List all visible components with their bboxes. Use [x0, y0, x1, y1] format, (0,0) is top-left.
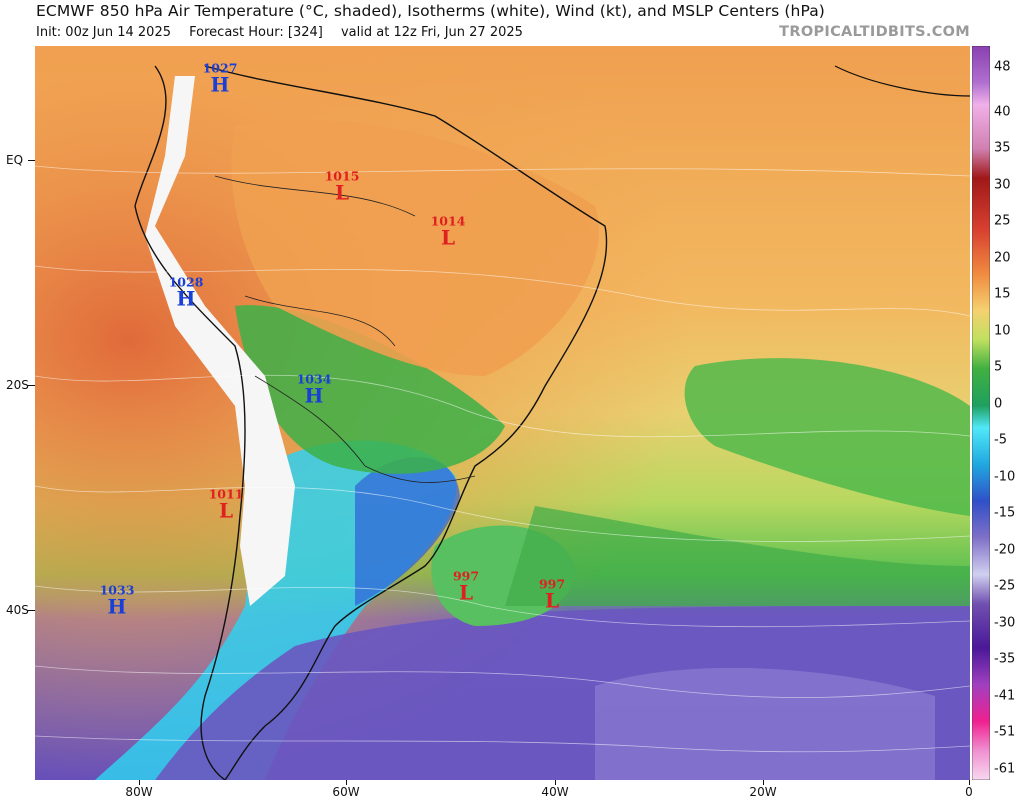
x-tick [969, 780, 970, 785]
colorbar-label: -41 [994, 688, 1016, 704]
colorbar-label: 10 [994, 323, 1011, 339]
header: ECMWF 850 hPa Air Temperature (°C, shade… [0, 0, 1024, 46]
colorbar-label: 0 [994, 396, 1003, 412]
colorbar-label: -15 [994, 505, 1016, 521]
colorbar [972, 46, 990, 780]
colorbar-label: 40 [994, 104, 1011, 120]
colorbar-label: -35 [994, 651, 1016, 667]
colorbar-label: -25 [994, 578, 1016, 594]
x-axis-label-0: 0 [965, 785, 973, 799]
map-title: ECMWF 850 hPa Air Temperature (°C, shade… [36, 2, 825, 20]
x-tick [139, 780, 140, 785]
x-axis-label-60w: 60W [332, 785, 360, 799]
colorbar-label: -61 [994, 761, 1016, 777]
colorbar-label: 35 [994, 140, 1011, 156]
init-time: Init: 00z Jun 14 2025 [36, 25, 171, 40]
pressure-center-low: 997 L [538, 576, 566, 613]
y-tick [28, 160, 35, 161]
pressure-center-high: 1033 H [99, 582, 135, 619]
colorbar-label: -30 [994, 615, 1016, 631]
colorbar-label: 48 [994, 59, 1011, 75]
map-canvas [35, 46, 970, 780]
x-tick [555, 780, 556, 785]
colorbar-label: -10 [994, 469, 1016, 485]
pressure-center-low: 1011 L [208, 486, 244, 523]
x-tick [346, 780, 347, 785]
valid-time: valid at 12z Fri, Jun 27 2025 [340, 25, 523, 40]
brand-watermark: TROPICALTIDBITS.COM [779, 24, 970, 40]
pressure-center-high: 1027 H [202, 60, 238, 97]
colorbar-label: -51 [994, 724, 1016, 740]
colorbar-label: -20 [994, 542, 1016, 558]
colorbar-label: 5 [994, 359, 1003, 375]
colorbar-label: -5 [994, 432, 1007, 448]
x-axis-label-20w: 20W [749, 785, 777, 799]
colorbar-label: 15 [994, 286, 1011, 302]
colorbar-label: 30 [994, 177, 1011, 193]
pressure-center-high: 1028 H [168, 274, 204, 311]
y-axis-label-40s: 40S [6, 603, 29, 617]
pressure-center-low: 997 L [452, 568, 480, 605]
map-subtitle: Init: 00z Jun 14 2025 Forecast Hour: [32… [36, 25, 537, 40]
forecast-hour: Forecast Hour: [324] [189, 25, 323, 40]
x-axis-label-40w: 40W [541, 785, 569, 799]
y-tick [28, 385, 35, 386]
colorbar-label: 20 [994, 250, 1011, 266]
colorbar-label: 25 [994, 213, 1011, 229]
x-axis-label-80w: 80W [125, 785, 153, 799]
temperature-map: 1027 H 1015 L 1014 L 1028 H 1034 H 1011 … [35, 46, 970, 780]
y-axis-label-eq: EQ [6, 153, 24, 167]
y-tick [28, 610, 35, 611]
pressure-center-low: 1014 L [430, 213, 466, 250]
pressure-center-high: 1034 H [296, 371, 332, 408]
x-tick [763, 780, 764, 785]
pressure-center-low: 1015 L [324, 168, 360, 205]
y-axis-label-20s: 20S [6, 378, 29, 392]
